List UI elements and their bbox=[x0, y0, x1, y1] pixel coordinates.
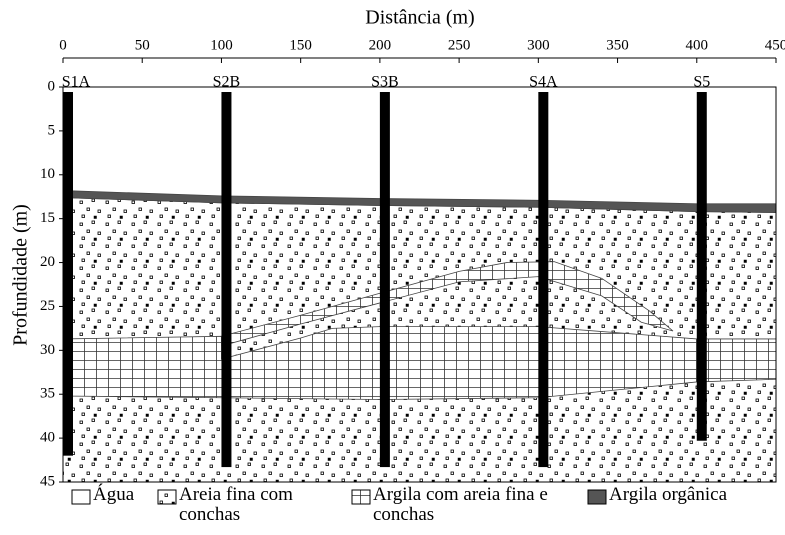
y-tick-label: 25 bbox=[40, 298, 55, 314]
x-tick-label: 300 bbox=[527, 37, 550, 53]
legend-label: Areia fina com conchas bbox=[179, 484, 293, 525]
legend-label: Argila orgânica bbox=[609, 484, 728, 505]
y-tick-label: 10 bbox=[40, 166, 55, 182]
x-tick-label: 350 bbox=[606, 37, 629, 53]
borehole bbox=[379, 92, 390, 468]
borehole bbox=[63, 92, 73, 456]
legend-swatch bbox=[351, 489, 371, 505]
x-tick-label: 0 bbox=[59, 37, 67, 53]
borehole bbox=[696, 92, 707, 441]
x-tick-label: 400 bbox=[686, 37, 709, 53]
y-tick-label: 0 bbox=[48, 78, 56, 94]
layer-region bbox=[62, 326, 777, 400]
layer-region bbox=[63, 87, 776, 204]
borehole-label: S4A bbox=[529, 74, 558, 91]
x-tick-label: 250 bbox=[448, 37, 471, 53]
layer-region bbox=[221, 261, 674, 347]
x-tick-label: 150 bbox=[289, 37, 312, 53]
legend-swatch bbox=[157, 489, 177, 505]
x-tick-label: 200 bbox=[369, 37, 392, 53]
borehole-label: S3B bbox=[371, 74, 399, 91]
legend-label: Argila com areia fina e conchas bbox=[373, 484, 548, 525]
legend-swatch bbox=[587, 489, 607, 505]
legend-label: Água bbox=[93, 484, 135, 505]
x-tick-label: 50 bbox=[135, 37, 150, 53]
title: Distância (m) bbox=[365, 7, 474, 29]
borehole-label: S1A bbox=[62, 74, 91, 91]
borehole bbox=[538, 92, 549, 468]
y-tick-label: 40 bbox=[40, 430, 55, 446]
borehole-label: S2B bbox=[213, 74, 241, 91]
y-tick-label: 20 bbox=[40, 254, 55, 270]
y-tick-label: 45 bbox=[40, 473, 55, 489]
y-tick-label: 30 bbox=[40, 342, 55, 358]
y-axis-label: Profundidade (m) bbox=[10, 204, 32, 346]
y-tick-label: 15 bbox=[40, 210, 55, 226]
x-tick-label: 450 bbox=[765, 37, 785, 53]
legend-swatch bbox=[71, 489, 91, 505]
borehole bbox=[221, 92, 232, 468]
borehole-label: S5 bbox=[693, 74, 710, 91]
y-tick-label: 35 bbox=[40, 386, 55, 402]
y-tick-label: 5 bbox=[48, 122, 56, 138]
x-tick-label: 100 bbox=[210, 37, 233, 53]
